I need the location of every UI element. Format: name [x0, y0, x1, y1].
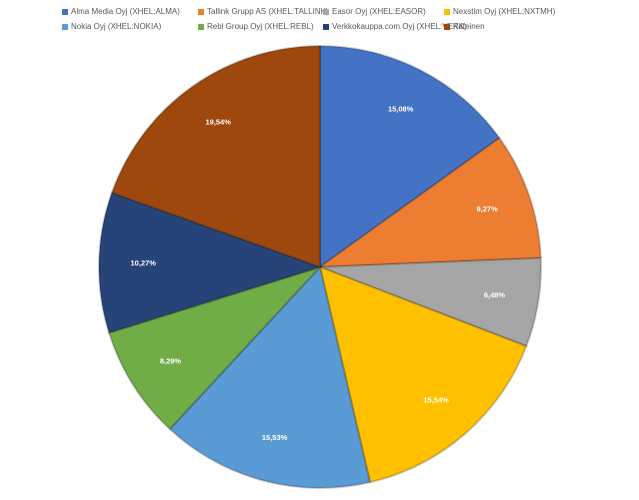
legend-swatch [198, 9, 204, 15]
legend-label: Nexstim Oyj (XHEL:NXTMH) [453, 7, 556, 16]
pie-slice [316, 136, 542, 269]
data-label: 15,08% [388, 105, 414, 114]
legend-label: Tallink Grupp AS (XHEL:TALLINK) [207, 7, 329, 16]
data-label: 15,54% [423, 395, 449, 404]
data-label: 6,48% [484, 291, 506, 300]
legend-label: Alma Media Oyj (XHEL:ALMA) [71, 7, 180, 16]
pie-slice [318, 265, 528, 484]
pie-slice [319, 44, 501, 269]
legend-label: Rebl Group Oyj (XHEL:REBL) [207, 22, 314, 31]
data-label: 10,27% [131, 258, 157, 267]
pie-slice [107, 264, 324, 431]
legend-label: Käteinen [453, 22, 485, 31]
pie-slice [168, 264, 372, 489]
data-label: 9,27% [477, 204, 499, 213]
pie-slice [98, 191, 324, 335]
legend-swatch [323, 24, 329, 30]
pie-slice [319, 256, 542, 348]
legend-swatch [62, 9, 68, 15]
legend-swatch [444, 24, 450, 30]
legend-swatch [62, 24, 68, 30]
pie-slice [110, 44, 321, 269]
legend-swatch [198, 24, 204, 30]
legend-label: Nokia Oyj (XHEL:NOKIA) [71, 22, 162, 31]
legend-swatch [444, 9, 450, 15]
data-label: 19,54% [205, 117, 231, 126]
legend-swatch [323, 9, 329, 15]
data-label: 15,53% [262, 433, 288, 442]
legend-label: Verkkokauppa.com Oyj (XHEL:VERK) [332, 22, 467, 31]
data-label: 8,29% [160, 356, 182, 365]
legend-label: Easor Oyj (XHEL:EASOR) [332, 7, 426, 16]
